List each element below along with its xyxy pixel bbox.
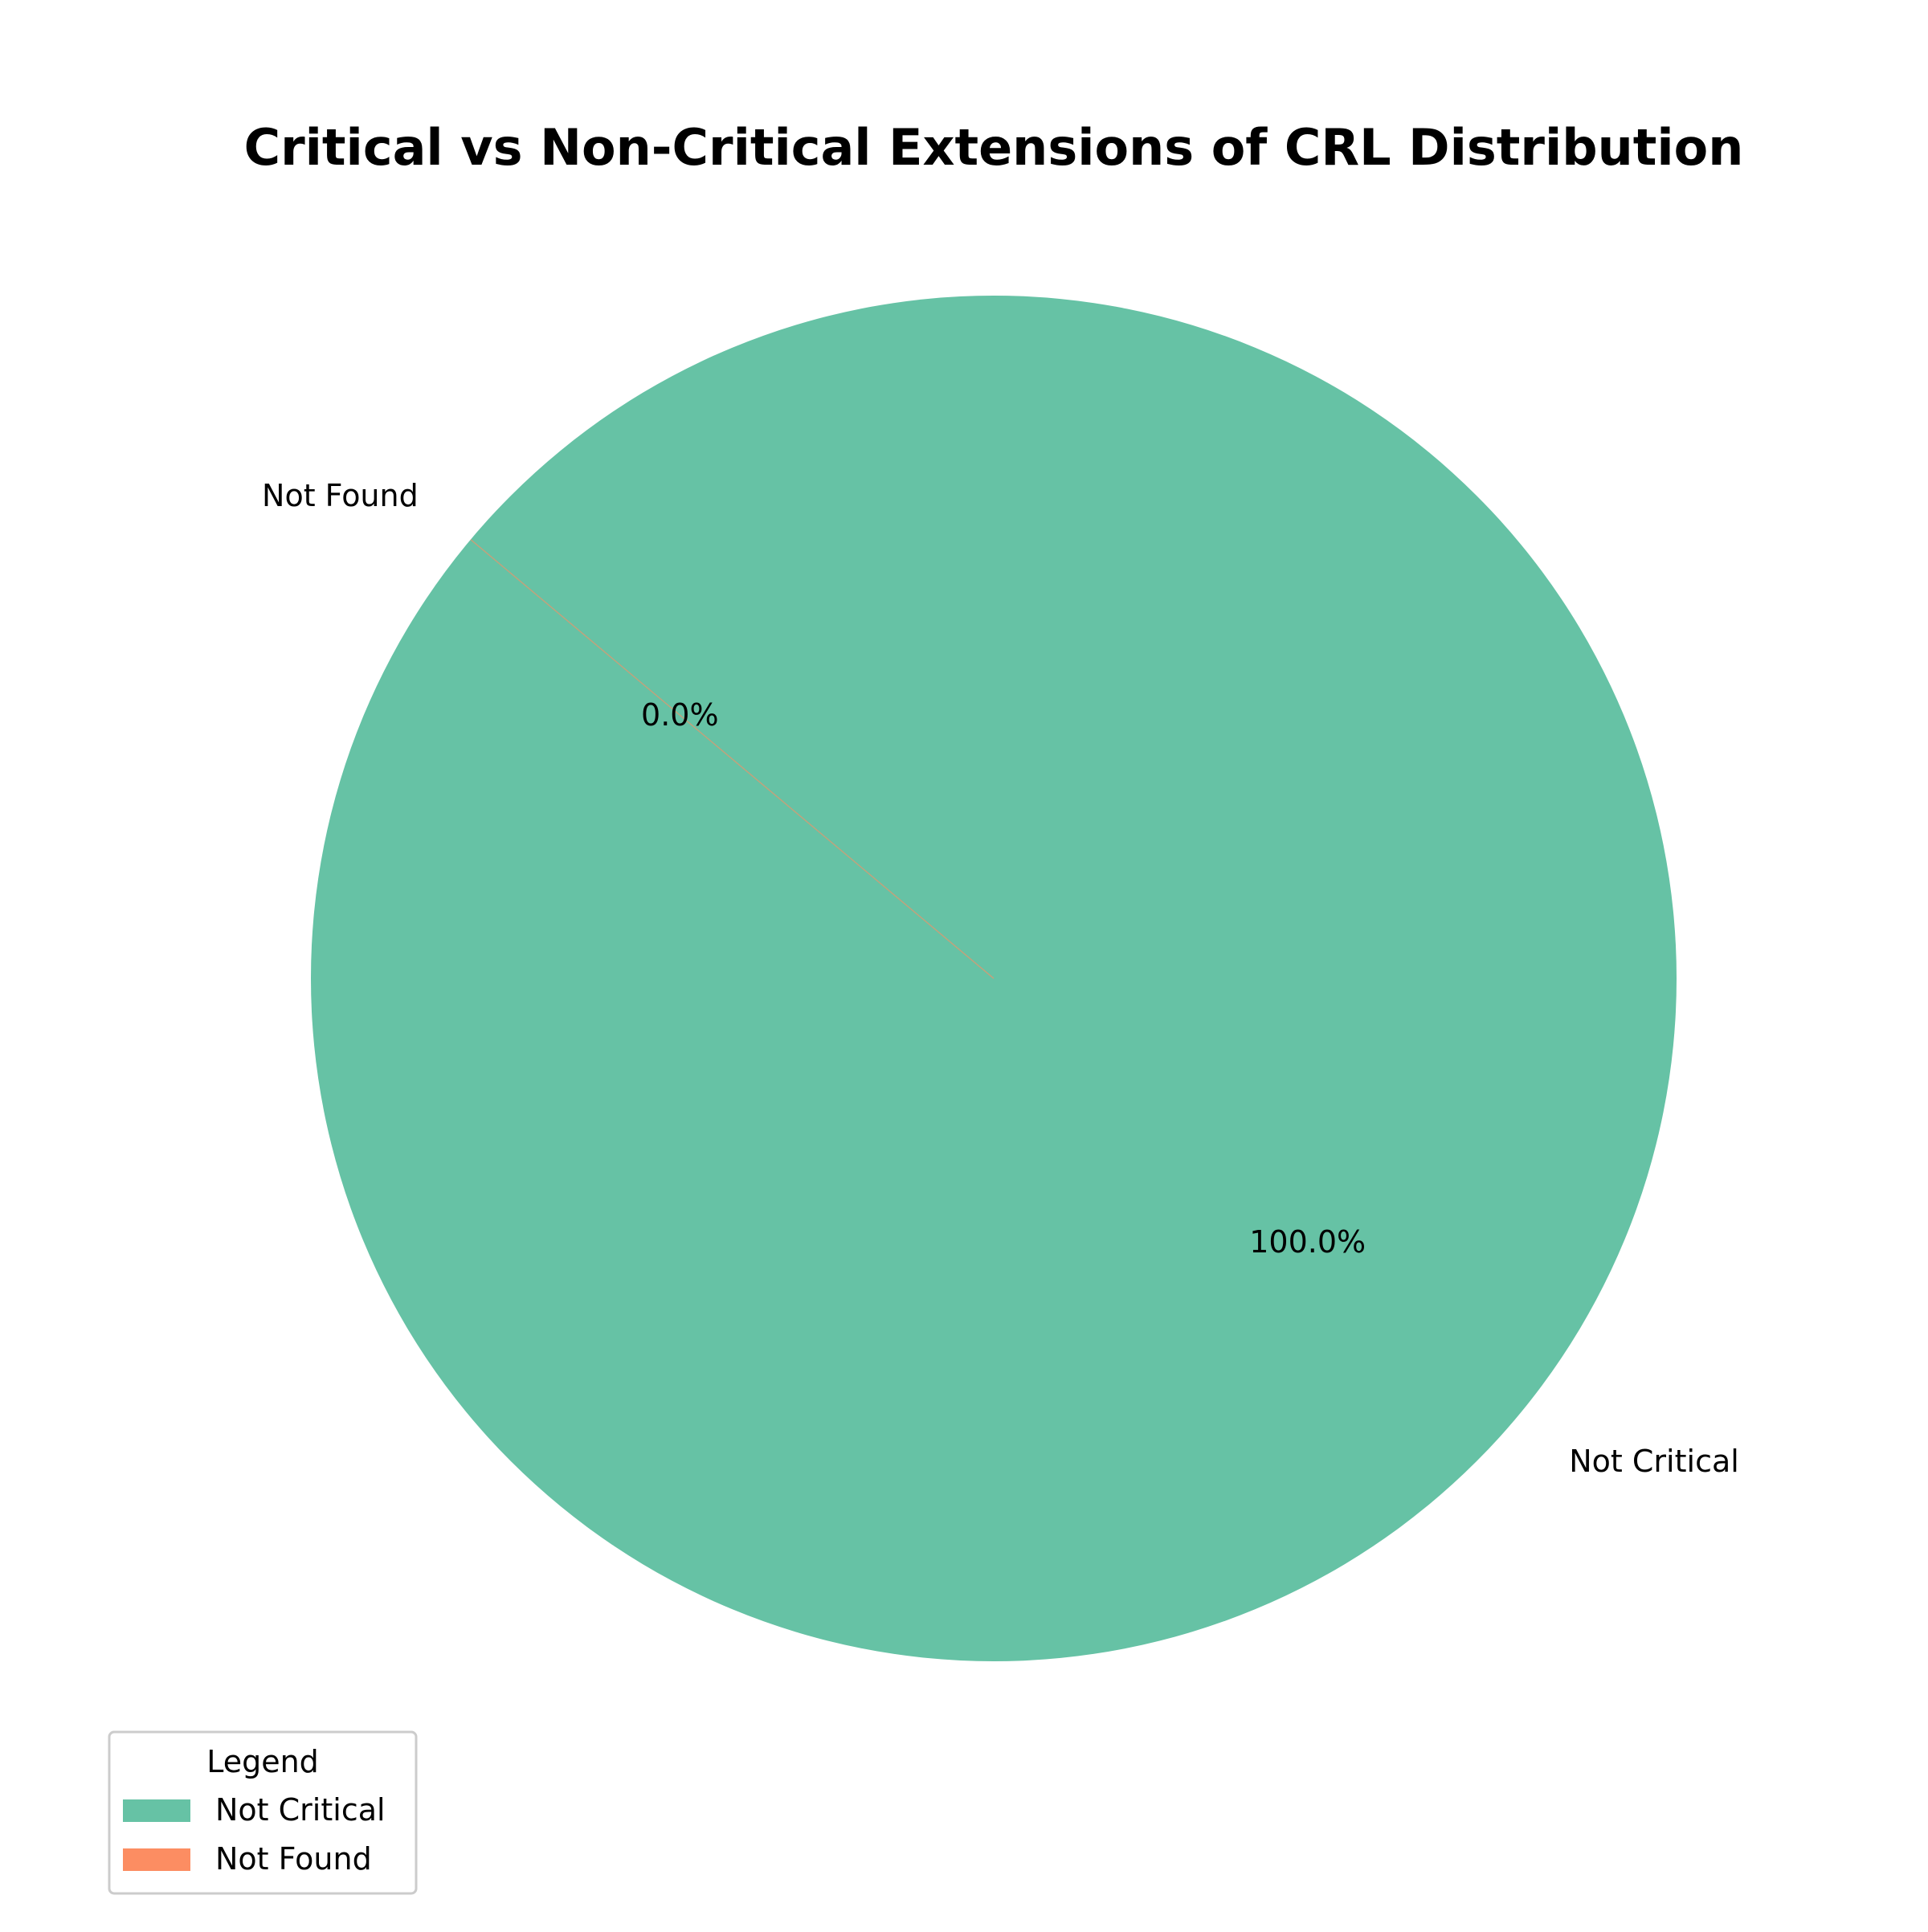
pie-label-not-found: Not Found — [262, 478, 419, 513]
legend-title: Legend — [206, 1744, 319, 1779]
pie-labels: Not Critical 100.0% Not Found 0.0% — [262, 478, 1739, 1479]
legend-swatch-not-critical — [123, 1799, 190, 1822]
pie-label-not-critical: Not Critical — [1569, 1444, 1739, 1479]
legend-label-not-found: Not Found — [215, 1841, 372, 1877]
pie-slices — [311, 296, 1677, 1661]
legend-swatch-not-found — [123, 1848, 190, 1871]
pie-pct-label-not-critical: 100.0% — [1249, 1224, 1366, 1260]
pie-slice-not-found — [470, 539, 995, 979]
pie-pct-label-not-found: 0.0% — [641, 697, 719, 733]
chart-title: Critical vs Non-Critical Extensions of C… — [244, 118, 1744, 177]
legend-label-not-critical: Not Critical — [215, 1792, 386, 1828]
legend: Legend Not Critical Not Found — [108, 1730, 418, 1895]
